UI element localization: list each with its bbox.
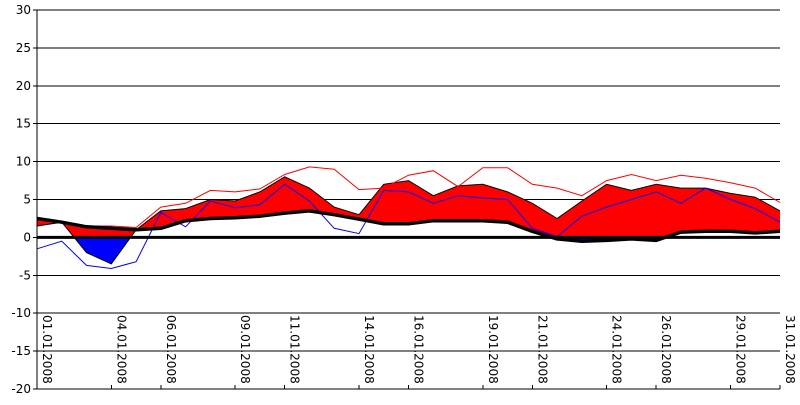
x-tick-label: 19.01.2008 [486,315,500,384]
y-tick-label: 10 [16,155,31,169]
x-tick-label: 01.01.2008 [40,315,54,384]
y-tick-label: 25 [16,41,31,55]
y-tick-label: 5 [23,193,31,207]
x-tick-label: 26.01.2008 [659,315,673,384]
x-tick-label: 06.01.2008 [164,315,178,384]
series-line-upper [36,166,781,229]
area-positive [37,176,780,238]
x-tick-label: 11.01.2008 [288,315,302,384]
y-tick-label: 20 [16,79,31,93]
y-tick-label: 30 [16,3,31,17]
series-line-lower [36,183,781,270]
x-tick-label: 04.01.2008 [114,315,128,384]
series-line-thick [36,209,781,243]
y-tick-label: -15 [11,344,31,358]
y-tick-label: -5 [19,268,31,282]
x-tick-label: 16.01.2008 [412,315,426,384]
y-tick-label: -20 [11,382,31,396]
area-fill [36,176,781,265]
x-tick-label: 14.01.2008 [362,315,376,384]
y-tick-label: 0 [23,230,31,244]
area-outline [36,176,781,265]
y-tick-label: -10 [11,306,31,320]
y-tick-label: 15 [16,117,31,131]
series-lines [36,166,781,270]
x-tick-label: 31.01.2008 [783,315,797,384]
x-tick-label: 24.01.2008 [610,315,624,384]
y-axis-ticks: 30 25 20 15 10 5 0 -5 -10 -15 -20 [11,3,37,396]
x-axis-ticks: 01.01.2008 04.01.2008 06.01.2008 09.01.2008… [36,315,797,389]
x-tick-label: 29.01.2008 [733,315,747,384]
x-tick-label: 09.01.2008 [238,315,252,384]
x-tick-label: 21.01.2008 [535,315,549,384]
